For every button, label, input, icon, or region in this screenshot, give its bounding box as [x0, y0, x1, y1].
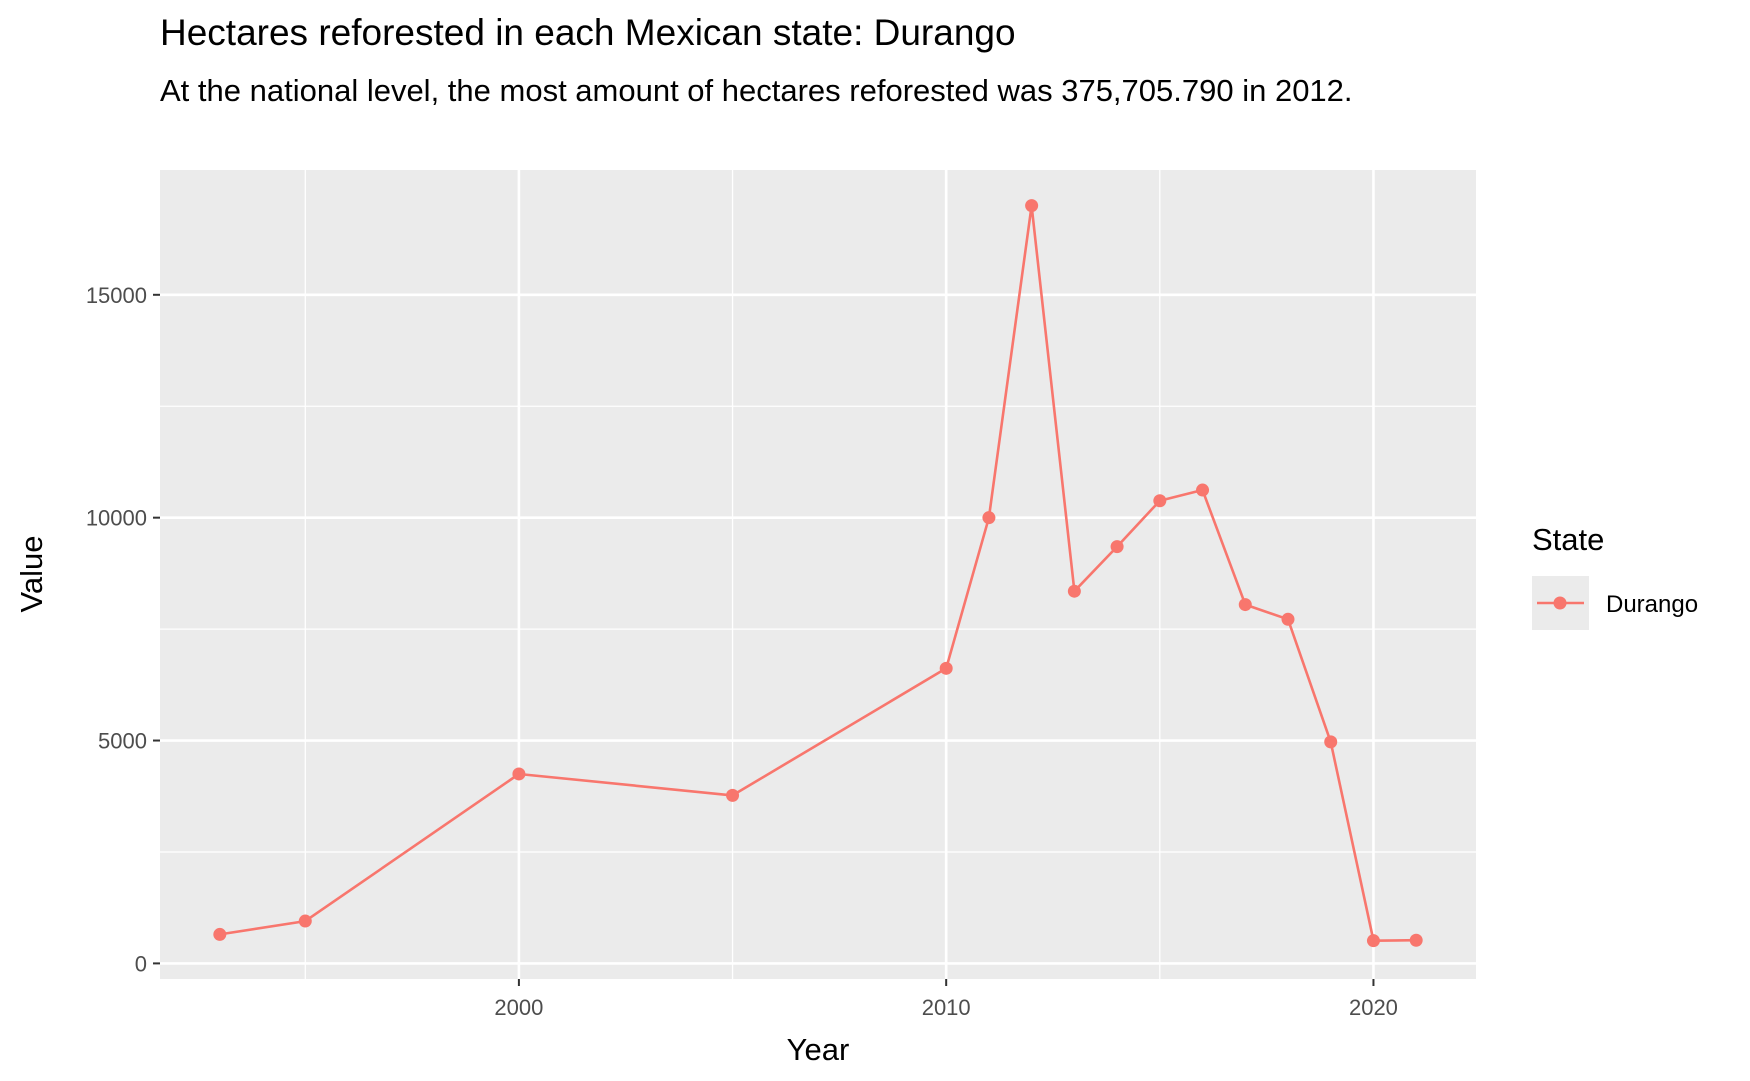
data-point: [298, 914, 312, 928]
data-point: [1366, 934, 1380, 948]
data-point: [1196, 483, 1210, 497]
data-point: [512, 767, 526, 781]
data-point: [1110, 540, 1124, 554]
legend-key-point: [1553, 596, 1567, 610]
legend: State Durango: [1532, 522, 1698, 630]
data-point: [982, 511, 996, 525]
y-axis-title: Value: [14, 536, 49, 613]
legend-label-durango: Durango: [1606, 591, 1698, 618]
x-tick-label: 2000: [494, 995, 543, 1020]
x-tick-label: 2010: [922, 995, 971, 1020]
data-point: [1238, 598, 1252, 612]
legend-title: State: [1532, 522, 1604, 557]
y-tick-label: 10000: [86, 506, 147, 531]
y-tick-label: 0: [135, 951, 147, 976]
data-point: [1324, 735, 1338, 749]
data-point: [939, 661, 953, 675]
x-tick-label: 2020: [1349, 995, 1398, 1020]
data-point: [213, 927, 227, 941]
y-tick-label: 15000: [86, 283, 147, 308]
data-point: [1281, 612, 1295, 626]
minor-gridlines: [160, 170, 1476, 979]
y-tick-label: 5000: [98, 729, 147, 754]
series-line-durango: [219, 204, 1417, 943]
data-point: [726, 788, 740, 802]
data-point: [1409, 933, 1423, 947]
chart-title: Hectares reforested in each Mexican stat…: [160, 12, 1016, 53]
chart-subtitle: At the national level, the most amount o…: [160, 73, 1353, 108]
axis-ticks: 2000 2010 2020 0 5000 10000 15000: [86, 283, 1398, 1020]
x-axis-title: Year: [787, 1032, 850, 1067]
data-point: [1153, 494, 1167, 508]
data-point: [1025, 199, 1039, 213]
plot-panel: [160, 170, 1476, 979]
series-layer: [213, 199, 1423, 948]
data-point: [1067, 584, 1081, 598]
major-gridlines: [160, 170, 1476, 979]
